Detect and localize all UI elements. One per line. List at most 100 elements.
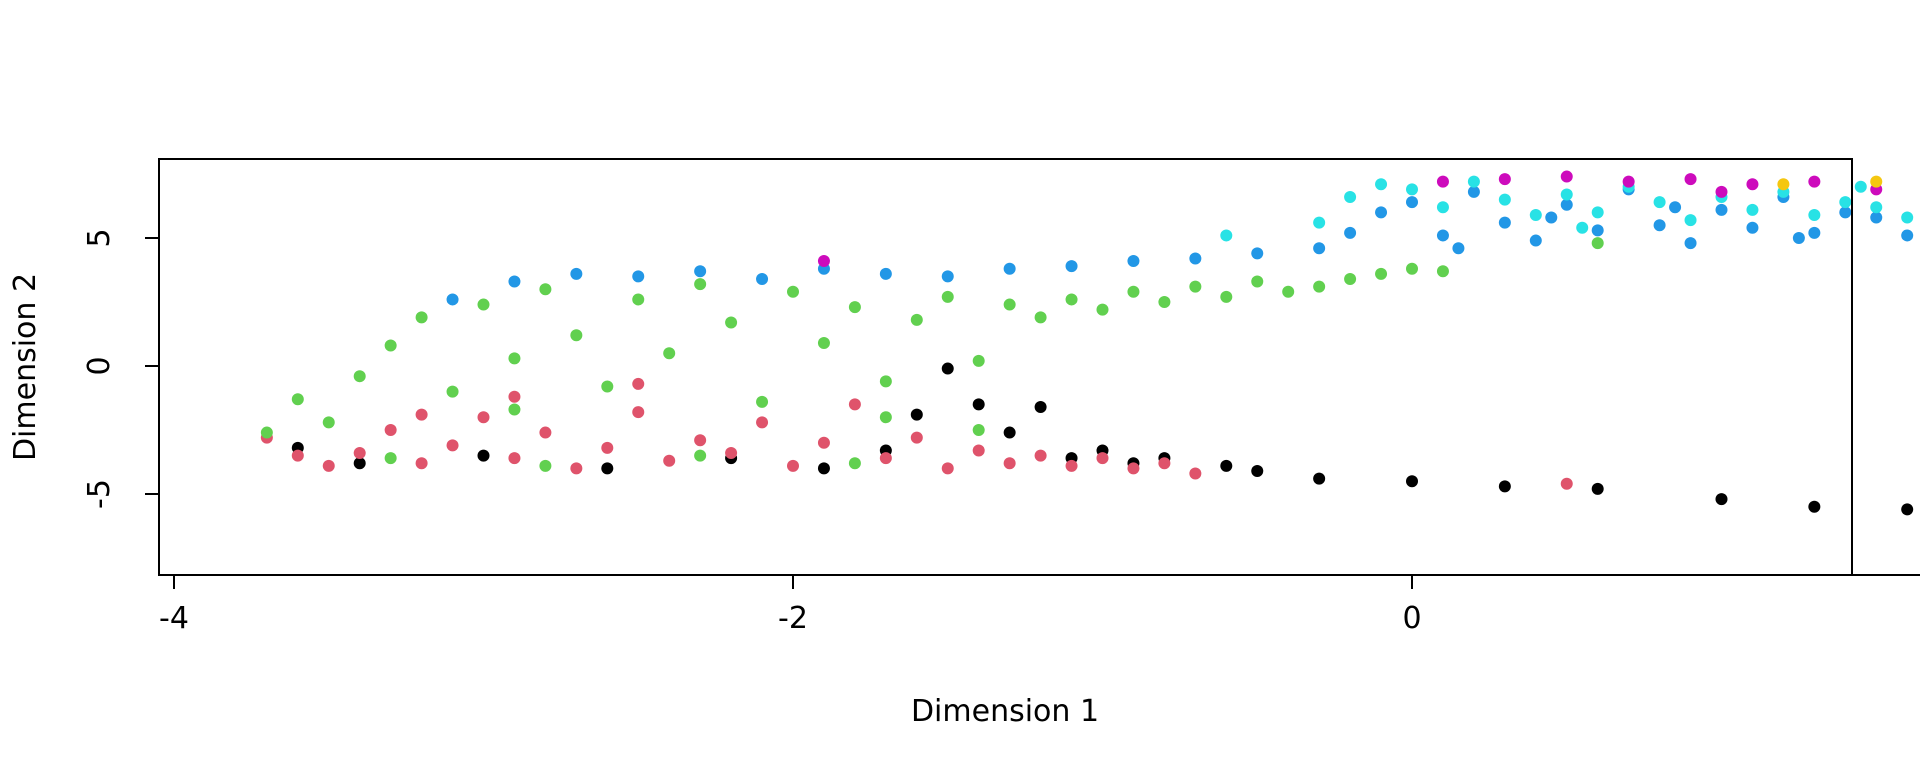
data-point [1158,457,1171,470]
data-point [1560,170,1573,183]
data-point [601,380,614,393]
data-point [1854,180,1867,193]
data-point [663,347,676,360]
data-point [353,457,366,470]
data-point [1669,201,1682,214]
data-point [477,449,490,462]
data-point [632,293,645,306]
data-point [1452,242,1465,255]
data-point [446,293,459,306]
data-point [1870,211,1883,224]
data-point [1189,467,1202,480]
data-point [1375,178,1388,191]
data-point [756,272,769,285]
data-point [1406,475,1418,488]
data-point [1344,272,1357,285]
data-point [1034,400,1047,413]
data-point [415,408,428,421]
data-point [1715,493,1728,506]
series-4 [1220,175,1914,242]
data-point [1777,178,1790,191]
data-point [879,267,892,280]
data-point [1808,208,1821,221]
data-point [1901,503,1914,516]
data-point [1498,216,1511,229]
data-point [941,290,954,303]
data-point [848,301,861,314]
data-point [477,411,490,424]
data-point [539,426,552,439]
data-point [601,462,614,475]
data-point [1096,452,1109,465]
data-point [1003,457,1016,470]
data-point [1096,303,1109,316]
data-point [1560,188,1573,201]
data-point [384,339,397,352]
data-point [1313,216,1326,229]
data-point [787,459,799,472]
x-axis-title: Dimension 1 [911,694,1099,729]
data-point [1034,311,1047,324]
data-point [1545,211,1558,224]
data-point [694,449,707,462]
data-points [260,170,1914,516]
data-point [1436,229,1449,242]
data-point [663,454,676,467]
data-point [694,278,707,291]
data-point [1220,229,1233,242]
data-point [1901,229,1914,242]
data-point [508,275,521,288]
data-point [694,265,707,278]
y-tick-label: 0 [82,356,117,375]
data-point [1576,221,1589,234]
data-point [972,398,985,411]
data-point [941,270,954,283]
data-point [910,431,923,444]
data-point [879,452,892,465]
data-point [1560,198,1573,211]
data-point [1839,206,1852,219]
data-point [1591,482,1604,495]
data-point [1498,193,1511,206]
data-point [725,316,738,329]
data-point [539,283,552,296]
data-point [972,424,985,436]
data-point [1406,262,1418,275]
data-point [817,255,830,268]
series-1 [260,377,1573,490]
x-tick-label: 0 [1402,601,1421,636]
data-point [1344,191,1357,204]
data-point [446,439,459,452]
data-point [353,370,366,383]
data-point [1715,203,1728,216]
data-point [1870,175,1883,188]
data-point [632,406,645,419]
data-point [353,447,366,460]
data-point [1622,175,1635,188]
data-point [1127,285,1140,298]
data-point [384,424,397,436]
data-point [848,457,861,470]
data-point [1313,472,1326,485]
series-6 [1777,175,1883,191]
data-point [570,329,583,342]
data-point [1436,175,1449,188]
data-point [1003,426,1016,439]
data-point [1746,178,1759,191]
data-point [817,336,830,349]
y-tick-label: -5 [82,479,117,509]
data-point [1560,477,1573,490]
data-point [1220,290,1233,303]
data-point [1839,196,1852,209]
data-point [384,452,397,465]
data-point [291,393,304,406]
data-point [508,452,521,465]
x-axis: -4-20246 [159,574,1920,636]
data-point [1591,237,1604,250]
data-point [1251,275,1264,288]
data-point [725,447,738,460]
data-point [1375,267,1388,280]
data-point [1158,296,1171,308]
data-point [1065,260,1078,273]
